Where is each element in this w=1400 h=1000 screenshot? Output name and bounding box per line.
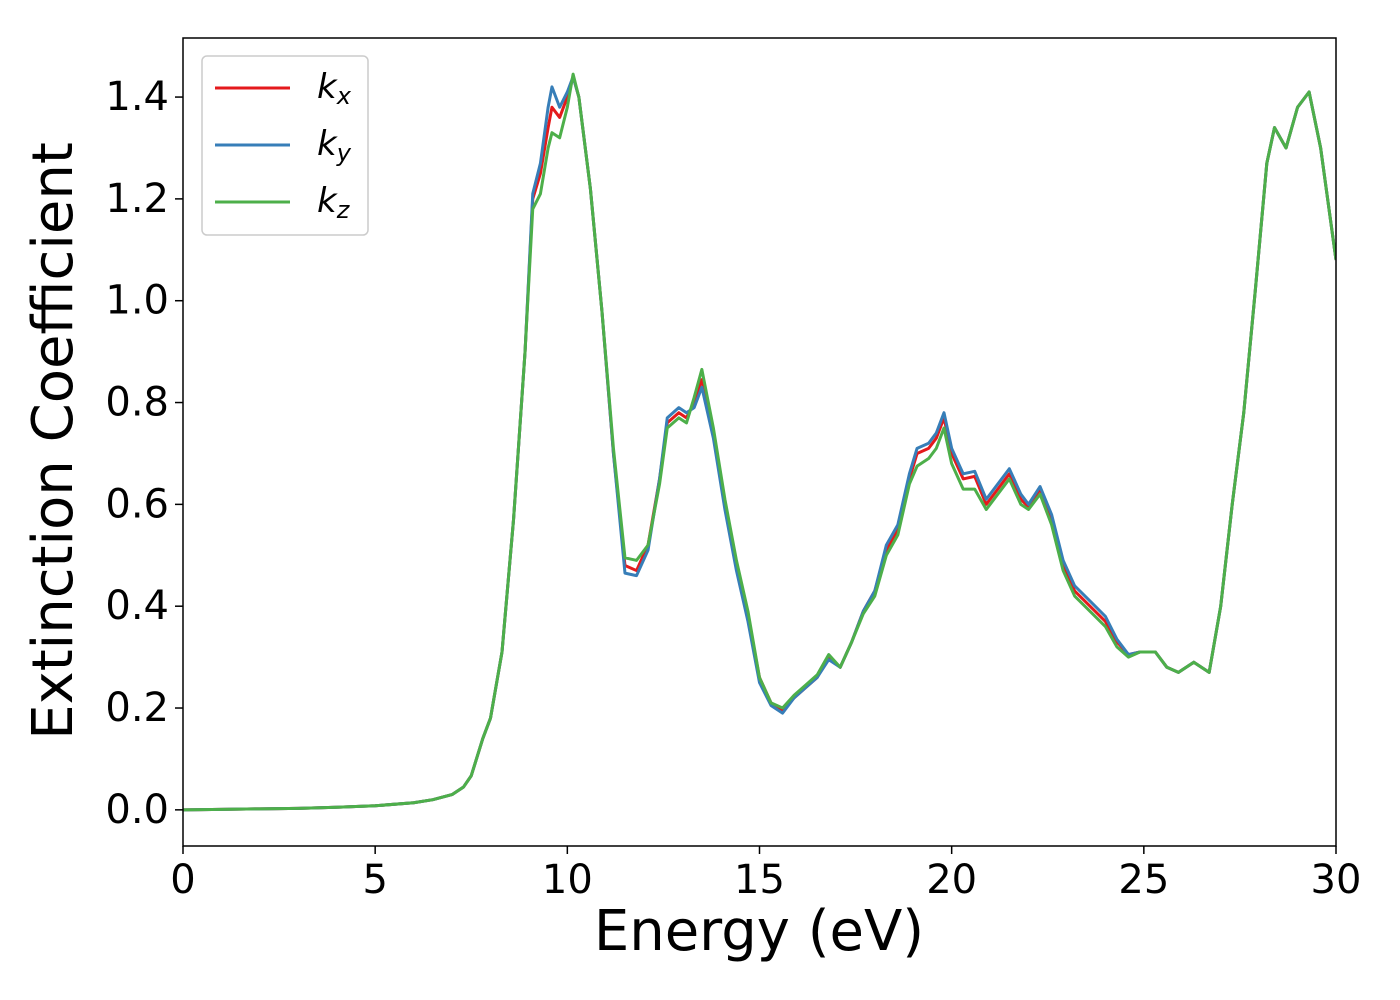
plot-frame [182, 37, 1337, 847]
y-tick-label: 0.6 [105, 481, 169, 527]
x-tick-label: 10 [542, 857, 593, 903]
y-tick-label: 0.2 [105, 685, 169, 731]
x-tick-label: 25 [1118, 857, 1169, 903]
legend-label: kx [317, 67, 352, 111]
series-line [183, 72, 1336, 812]
y-tick-label: 0.0 [105, 787, 169, 833]
x-tick-label: 5 [362, 857, 387, 903]
y-tick-label: 0.4 [105, 583, 169, 629]
y-tick-label: 1.4 [105, 74, 169, 120]
x-axis-label: Energy (eV) [594, 899, 924, 964]
y-tick-label: 0.8 [105, 380, 169, 426]
x-tick-label: 15 [734, 857, 785, 903]
x-tick-label: 30 [1311, 857, 1362, 903]
legend-label: ky [317, 124, 352, 168]
x-tick-label: 0 [170, 857, 195, 903]
legend-label: kz [317, 181, 351, 225]
y-tick-label: 1.2 [105, 176, 169, 222]
x-tick-label: 20 [926, 857, 977, 903]
y-axis-label: Extinction Coefficient [21, 142, 86, 740]
y-tick-label: 1.0 [105, 278, 169, 324]
